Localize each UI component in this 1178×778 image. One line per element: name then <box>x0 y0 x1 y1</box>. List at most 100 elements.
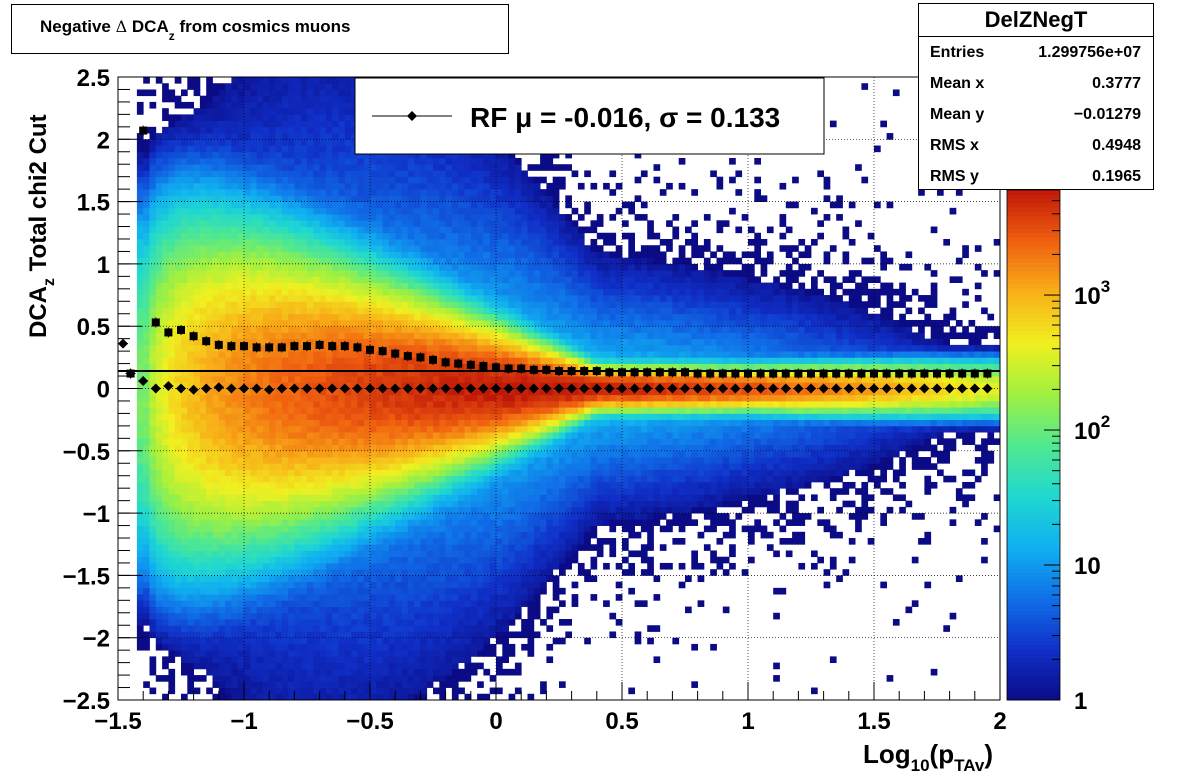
heatmap-cell <box>426 382 434 389</box>
heatmap-cell <box>414 257 421 265</box>
heatmap-cell <box>319 612 327 620</box>
heatmap-cell <box>275 95 283 103</box>
heatmap-cell <box>433 650 440 657</box>
heatmap-cell <box>218 432 226 439</box>
heatmap-cell <box>313 488 320 495</box>
heatmap-cell <box>187 500 194 508</box>
heatmap-cell <box>294 238 302 246</box>
heatmap-cell <box>319 376 327 383</box>
heatmap-cell <box>426 625 434 632</box>
heatmap-cell <box>300 444 308 452</box>
heatmap-cell <box>237 238 245 246</box>
heatmap-cell <box>218 500 226 508</box>
heatmap-cell <box>313 282 320 290</box>
heatmap-cell <box>162 419 169 427</box>
heatmap-cell <box>445 207 453 215</box>
heatmap-cell <box>206 500 213 508</box>
heatmap-cell <box>237 450 245 458</box>
heatmap-cell <box>439 220 446 227</box>
heatmap-cell <box>168 600 176 607</box>
heatmap-cell <box>225 681 232 688</box>
heatmap-cell <box>439 394 446 402</box>
heatmap-cell <box>244 83 251 90</box>
heatmap-cell <box>332 419 339 427</box>
heatmap-cell <box>313 120 320 128</box>
heatmap-cell <box>288 438 295 445</box>
heatmap-cell <box>319 226 327 234</box>
heatmap-cell <box>162 619 169 626</box>
heatmap-cell <box>407 506 415 514</box>
heatmap-cell <box>288 189 295 196</box>
heatmap-cell <box>388 481 396 489</box>
heatmap-cell <box>407 575 415 583</box>
heatmap-cell <box>376 295 383 302</box>
heatmap-cell <box>143 232 150 240</box>
heatmap-cell <box>288 114 295 122</box>
heatmap-cell <box>237 114 245 122</box>
heatmap-cell <box>193 600 201 607</box>
heatmap-cell <box>136 612 144 620</box>
heatmap-cell <box>136 344 144 352</box>
heatmap-cell <box>225 201 232 209</box>
heatmap-cell <box>218 675 226 682</box>
heatmap-cell <box>231 176 239 184</box>
heatmap-cell <box>181 133 188 140</box>
heatmap-cell <box>174 307 182 315</box>
heatmap-cell <box>168 170 176 178</box>
heatmap-cell <box>174 469 182 477</box>
heatmap-cell <box>313 463 320 470</box>
heatmap-cell <box>281 382 289 389</box>
heatmap-cell <box>250 656 257 664</box>
heatmap-cell <box>370 176 377 184</box>
heatmap-cell <box>275 538 283 545</box>
heatmap-cell <box>351 475 358 483</box>
heatmap-cell <box>325 550 333 558</box>
heatmap-cell <box>439 625 446 632</box>
heatmap-cell <box>357 637 365 645</box>
heatmap-cell <box>376 276 383 283</box>
heatmap-cell <box>256 282 264 290</box>
heatmap-cell <box>332 257 339 265</box>
heatmap-cell <box>307 114 314 122</box>
heatmap-cell <box>420 525 428 533</box>
heatmap-cell <box>388 550 396 558</box>
heatmap-cell <box>162 195 169 202</box>
heatmap-cell <box>313 413 320 421</box>
heatmap-cell <box>225 413 232 421</box>
heatmap-cell <box>281 376 289 383</box>
heatmap-cell <box>262 245 270 252</box>
heatmap-cell <box>325 481 333 489</box>
heatmap-cell <box>244 332 251 340</box>
heatmap-cell <box>155 232 163 240</box>
heatmap-cell <box>313 77 320 84</box>
heatmap-cell <box>420 182 428 190</box>
heatmap-cell <box>262 419 270 427</box>
heatmap-cell <box>212 145 220 153</box>
heatmap-cell <box>231 101 239 109</box>
heatmap-cell <box>451 257 459 265</box>
heatmap-cell <box>439 388 446 396</box>
heatmap-cell <box>401 425 409 433</box>
heatmap-cell <box>445 494 453 502</box>
heatmap-cell <box>187 83 194 90</box>
heatmap-cell <box>313 157 320 165</box>
heatmap-cell <box>433 687 440 695</box>
heatmap-cell <box>275 164 283 171</box>
heatmap-cell <box>307 587 314 595</box>
heatmap-cell <box>344 531 352 539</box>
heatmap-cell <box>244 519 251 526</box>
heatmap-cell <box>281 301 289 308</box>
heatmap-cell <box>439 457 446 464</box>
heatmap-cell <box>351 625 358 632</box>
heatmap-cell <box>433 463 440 470</box>
heatmap-cell <box>250 662 257 670</box>
heatmap-cell <box>256 488 264 495</box>
heatmap-cell <box>174 575 182 583</box>
heatmap-cell <box>174 625 182 632</box>
heatmap-cell <box>344 319 352 327</box>
heatmap-cell <box>395 500 402 508</box>
heatmap-cell <box>256 189 264 196</box>
heatmap-cell <box>370 494 377 502</box>
heatmap-cell <box>174 481 182 489</box>
heatmap-cell <box>199 637 207 645</box>
